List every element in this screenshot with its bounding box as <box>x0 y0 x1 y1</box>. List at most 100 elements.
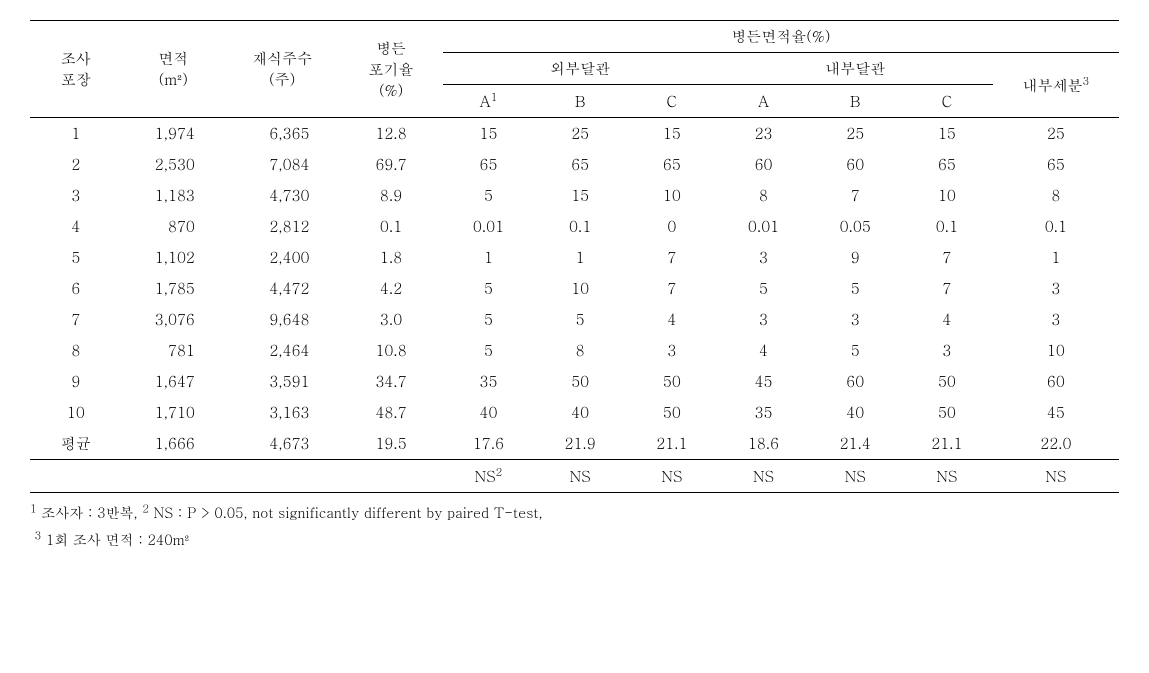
cell-eC: NS <box>626 460 718 493</box>
cell-iA: 0.01 <box>718 211 810 242</box>
cell-id: 9 <box>30 366 122 397</box>
cell-eB: 5 <box>534 304 626 335</box>
cell-id: 1 <box>30 118 122 150</box>
cell-iA: 8 <box>718 180 810 211</box>
cell-iB: 40 <box>809 397 901 428</box>
cell-rate: 48.7 <box>339 397 442 428</box>
header-external: 외부달관 <box>443 53 718 85</box>
cell-eB: 10 <box>534 273 626 304</box>
cell-iB: 25 <box>809 118 901 150</box>
cell-eB: 25 <box>534 118 626 150</box>
cell-rate: 1.8 <box>339 242 442 273</box>
header-ext-c: C <box>626 85 718 118</box>
cell-plants: 3,591 <box>225 366 340 397</box>
cell-last: 3 <box>993 273 1119 304</box>
header-internal: 내부달관 <box>718 53 993 85</box>
cell-iA: 35 <box>718 397 810 428</box>
cell-iB: 60 <box>809 366 901 397</box>
cell-eB: 40 <box>534 397 626 428</box>
header-ext-b: B <box>534 85 626 118</box>
cell-empty <box>122 460 225 493</box>
cell-eC: 4 <box>626 304 718 335</box>
cell-iB: 9 <box>809 242 901 273</box>
cell-area: 1,666 <box>122 428 225 460</box>
cell-iB: 21.4 <box>809 428 901 460</box>
header-int-c: C <box>901 85 993 118</box>
cell-area: 870 <box>122 211 225 242</box>
cell-eA: 0.01 <box>443 211 535 242</box>
cell-area: 1,183 <box>122 180 225 211</box>
cell-area: 1,647 <box>122 366 225 397</box>
cell-last: 60 <box>993 366 1119 397</box>
cell-eB: 8 <box>534 335 626 366</box>
data-table: 조사포장 면적(m²) 재식주수(주) 병든포기율(%) 병든면적율(%) 외부… <box>30 20 1119 493</box>
cell-eC: 65 <box>626 149 718 180</box>
table-row: 91,6473,59134.735505045605060 <box>30 366 1119 397</box>
cell-eA: NS2 <box>443 460 535 493</box>
cell-eC: 50 <box>626 397 718 428</box>
cell-eB: 21.9 <box>534 428 626 460</box>
cell-eA: 5 <box>443 273 535 304</box>
cell-plants: 2,464 <box>225 335 340 366</box>
cell-eA: 5 <box>443 304 535 335</box>
cell-iC: NS <box>901 460 993 493</box>
cell-rate: 69.7 <box>339 149 442 180</box>
table-row: 48702,8120.10.010.100.010.050.10.1 <box>30 211 1119 242</box>
table-row: 61,7854,4724.251075573 <box>30 273 1119 304</box>
cell-eB: 1 <box>534 242 626 273</box>
table-row: 31,1834,7308.95151087108 <box>30 180 1119 211</box>
cell-plants: 4,673 <box>225 428 340 460</box>
cell-eC: 50 <box>626 366 718 397</box>
table-body: 11,9746,36512.81525152325152522,5307,084… <box>30 118 1119 493</box>
table-row: 51,1022,4001.81173971 <box>30 242 1119 273</box>
cell-eA: 15 <box>443 118 535 150</box>
cell-id: 2 <box>30 149 122 180</box>
cell-iB: 7 <box>809 180 901 211</box>
cell-rate: 3.0 <box>339 304 442 335</box>
cell-eC: 0 <box>626 211 718 242</box>
cell-last: 65 <box>993 149 1119 180</box>
cell-eB: 50 <box>534 366 626 397</box>
cell-id: 3 <box>30 180 122 211</box>
cell-iC: 4 <box>901 304 993 335</box>
cell-iC: 10 <box>901 180 993 211</box>
cell-rate: 10.8 <box>339 335 442 366</box>
cell-iA: 3 <box>718 304 810 335</box>
cell-plants: 6,365 <box>225 118 340 150</box>
cell-iA: 4 <box>718 335 810 366</box>
cell-plants: 2,400 <box>225 242 340 273</box>
cell-eC: 10 <box>626 180 718 211</box>
cell-rate: 34.7 <box>339 366 442 397</box>
cell-eA: 65 <box>443 149 535 180</box>
footnote-line-2: 3 1회 조사 면적 : 240m² <box>30 526 1119 553</box>
cell-last: 0.1 <box>993 211 1119 242</box>
cell-eA: 17.6 <box>443 428 535 460</box>
cell-eA: 40 <box>443 397 535 428</box>
cell-id: 5 <box>30 242 122 273</box>
cell-iC: 50 <box>901 397 993 428</box>
cell-eC: 3 <box>626 335 718 366</box>
cell-eB: 0.1 <box>534 211 626 242</box>
cell-eB: NS <box>534 460 626 493</box>
cell-iA: 45 <box>718 366 810 397</box>
footnotes: 1 조사자 : 3반복, 2 NS : P > 0.05, not signif… <box>30 499 1119 552</box>
cell-plants: 9,648 <box>225 304 340 335</box>
table-row: 73,0769,6483.05543343 <box>30 304 1119 335</box>
cell-iA: 5 <box>718 273 810 304</box>
cell-iB: 3 <box>809 304 901 335</box>
cell-area: 1,710 <box>122 397 225 428</box>
cell-last: 45 <box>993 397 1119 428</box>
cell-eA: 35 <box>443 366 535 397</box>
cell-eB: 15 <box>534 180 626 211</box>
cell-eC: 7 <box>626 273 718 304</box>
cell-empty <box>225 460 340 493</box>
cell-last: 22.0 <box>993 428 1119 460</box>
header-diseased-area-rate: 병든면적율(%) <box>443 21 1119 53</box>
cell-iB: 5 <box>809 335 901 366</box>
cell-iA: 60 <box>718 149 810 180</box>
cell-eC: 7 <box>626 242 718 273</box>
cell-iC: 50 <box>901 366 993 397</box>
cell-iB: 5 <box>809 273 901 304</box>
cell-id: 6 <box>30 273 122 304</box>
cell-eA: 1 <box>443 242 535 273</box>
